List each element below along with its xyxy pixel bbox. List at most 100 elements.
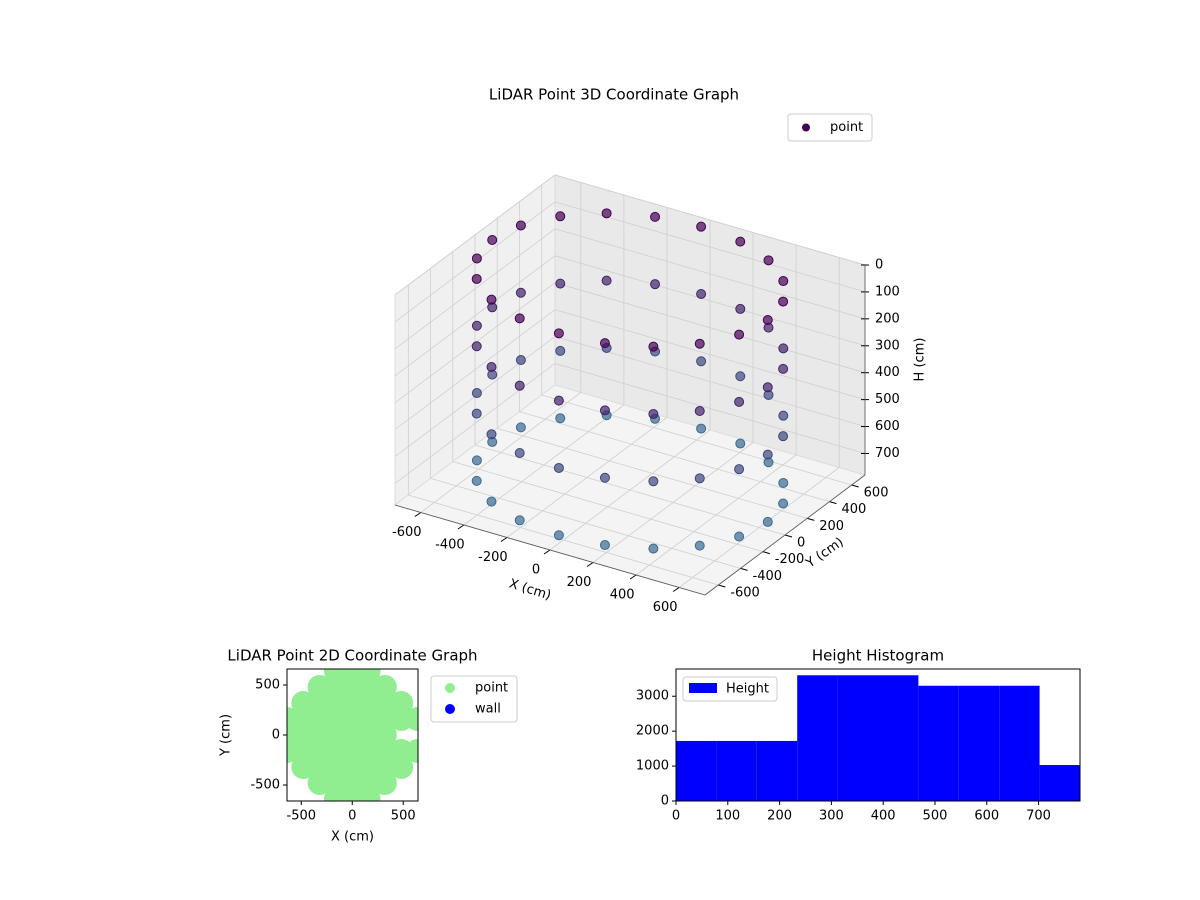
x-tick-label: 700 xyxy=(1026,809,1051,824)
y-tick-label: -500 xyxy=(250,778,280,793)
point xyxy=(734,396,745,407)
tick-mark xyxy=(784,534,793,538)
y-tick-label: 500 xyxy=(255,678,280,693)
point xyxy=(763,255,774,266)
y-tick-label: 0 xyxy=(272,728,280,743)
point xyxy=(648,408,659,419)
tick-mark xyxy=(629,574,637,580)
legend-label: point xyxy=(475,681,508,696)
point xyxy=(650,211,661,222)
point xyxy=(648,543,659,554)
x-tick-label: 600 xyxy=(653,600,678,615)
x-tick-label: -400 xyxy=(435,538,465,553)
legend-marker xyxy=(445,704,455,714)
point xyxy=(696,423,707,434)
point xyxy=(696,288,707,299)
grid-line xyxy=(554,255,866,347)
z-axis-label: H (cm) xyxy=(913,338,928,382)
z-tick-label: 500 xyxy=(875,392,900,407)
z-tick-label: 100 xyxy=(875,284,900,299)
point xyxy=(486,361,497,372)
chart-title: LiDAR Point 3D Coordinate Graph xyxy=(489,86,739,104)
point xyxy=(778,431,789,442)
point xyxy=(778,498,789,509)
point xyxy=(778,296,789,307)
point xyxy=(762,449,773,460)
point xyxy=(696,356,707,367)
y-tick-label: 400 xyxy=(841,502,866,517)
legend-label: Height xyxy=(726,682,769,697)
x-tick-label: 0 xyxy=(348,809,356,824)
point xyxy=(734,531,745,542)
point xyxy=(694,406,705,417)
grid-line xyxy=(519,411,830,503)
bar xyxy=(837,675,878,801)
tick-mark xyxy=(457,524,465,530)
legend-box xyxy=(787,113,873,142)
point xyxy=(553,462,564,473)
z-tick-label: 600 xyxy=(875,419,900,434)
point xyxy=(486,496,497,507)
grid-line xyxy=(408,494,719,586)
point xyxy=(762,315,773,325)
point xyxy=(514,313,525,324)
point xyxy=(514,447,525,458)
point xyxy=(735,303,746,314)
point xyxy=(599,338,610,349)
grid-line xyxy=(394,255,556,377)
point xyxy=(735,438,746,449)
y-tick-label: -400 xyxy=(753,569,783,584)
point xyxy=(515,422,526,433)
point xyxy=(389,691,414,715)
point xyxy=(694,338,705,349)
z-tick-label: 700 xyxy=(875,446,900,461)
point xyxy=(486,294,497,305)
grid-line xyxy=(452,461,763,553)
point xyxy=(515,220,526,231)
grid-line xyxy=(541,394,852,486)
tick-mark xyxy=(414,512,422,517)
grid-line xyxy=(394,363,556,484)
point xyxy=(648,476,659,487)
point xyxy=(555,278,566,289)
point xyxy=(372,675,397,699)
plot-area xyxy=(287,669,418,801)
grid-line xyxy=(554,282,866,374)
bar xyxy=(958,685,1000,801)
point xyxy=(553,530,564,541)
x-tick-label: 100 xyxy=(715,809,740,824)
x-tick-label: 500 xyxy=(923,809,948,824)
x-tick-label: -200 xyxy=(478,550,508,565)
point xyxy=(650,279,661,290)
point xyxy=(735,371,746,382)
bar xyxy=(878,675,919,801)
point xyxy=(778,276,789,287)
x-tick-label: 400 xyxy=(610,588,635,603)
bar xyxy=(756,740,798,801)
y-tick-label: 1000 xyxy=(636,759,669,774)
x-tick-label: 200 xyxy=(567,575,592,590)
point xyxy=(599,540,610,551)
point xyxy=(648,341,659,352)
tick-mark xyxy=(829,501,837,505)
point xyxy=(778,410,789,421)
z-tick-label: 400 xyxy=(875,365,900,380)
x-axis-label: X (cm) xyxy=(331,830,374,845)
legend-label: wall xyxy=(475,702,501,717)
point xyxy=(601,208,612,219)
point xyxy=(514,380,525,391)
y-tick-label: 0 xyxy=(661,794,669,809)
legend-marker xyxy=(802,123,810,132)
chart-title: LiDAR Point 2D Coordinate Graph xyxy=(227,647,477,665)
x-tick-label: -500 xyxy=(287,809,317,824)
bar xyxy=(716,740,757,801)
chart-title: Height Histogram xyxy=(812,647,944,665)
bar xyxy=(1039,765,1080,801)
grid-line xyxy=(554,363,866,454)
point xyxy=(471,253,482,264)
point xyxy=(486,429,497,440)
tick-mark xyxy=(740,567,748,571)
x-tick-label: 0 xyxy=(672,809,680,824)
x-tick-label: 600 xyxy=(974,809,999,824)
point xyxy=(762,382,773,393)
